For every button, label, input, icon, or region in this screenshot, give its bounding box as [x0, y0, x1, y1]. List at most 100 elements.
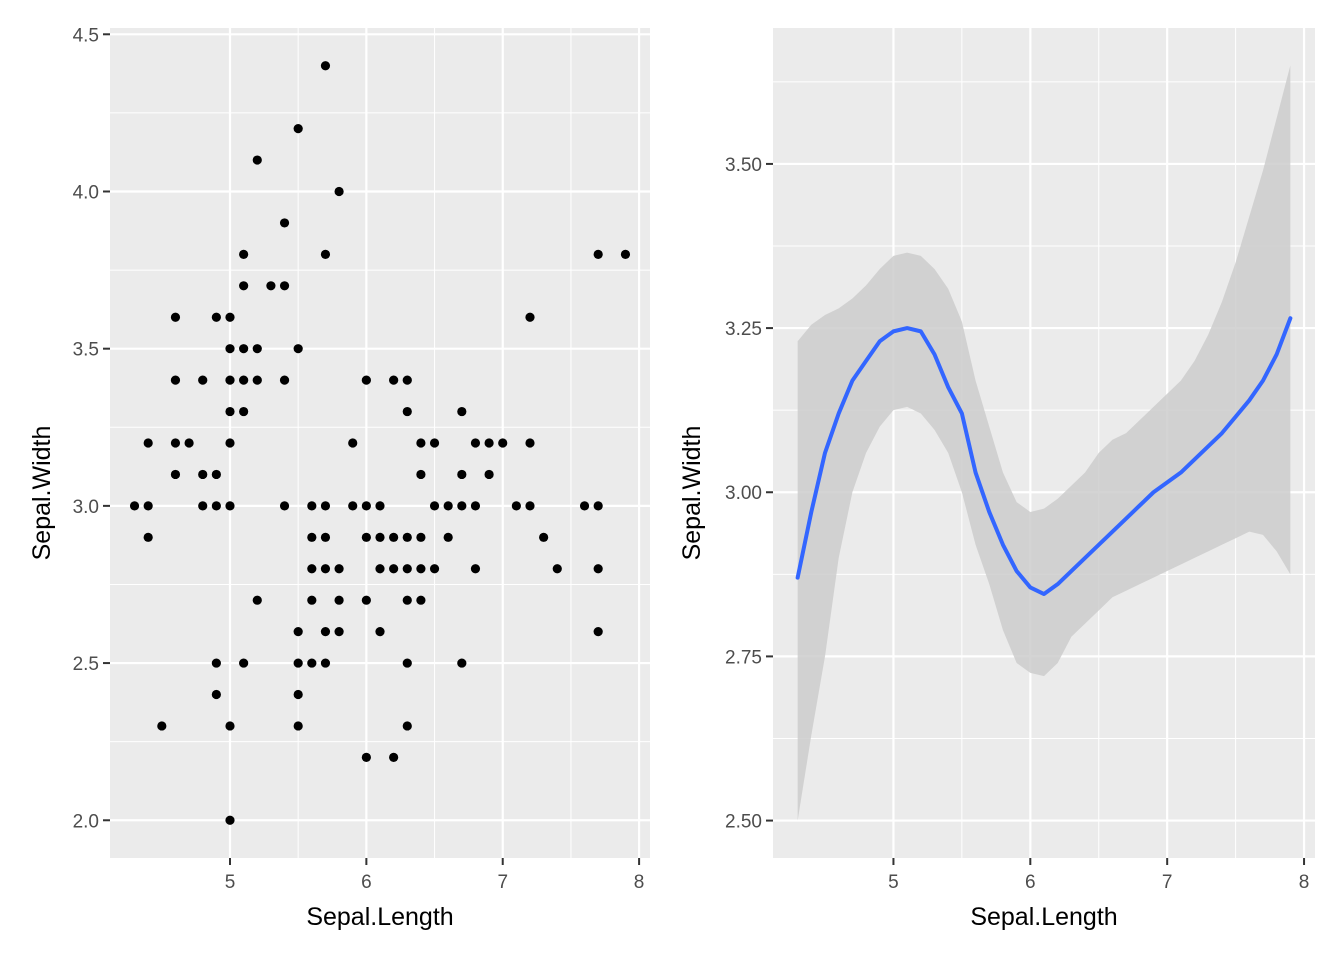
data-point	[252, 155, 262, 165]
data-point	[211, 469, 221, 480]
data-point	[348, 501, 358, 511]
data-point	[416, 595, 426, 605]
data-point	[211, 501, 221, 511]
y-tick-label: 3.0	[73, 497, 99, 518]
data-point	[429, 438, 440, 448]
y-tick-label: 2.0	[73, 811, 99, 832]
data-point	[293, 344, 303, 354]
data-point	[484, 469, 494, 480]
data-point	[416, 438, 426, 448]
data-point	[143, 501, 153, 511]
data-point	[157, 721, 167, 731]
data-point	[198, 375, 208, 385]
y-axis-title: Sepal.Width	[28, 426, 56, 561]
data-point	[320, 61, 331, 71]
scatter-panel: 5 6 7 8 2.0 2.5 3.0 3.5 4.0 4.5 Sepal.Length Sepal.…	[28, 25, 650, 931]
data-point	[225, 406, 235, 417]
data-point	[170, 312, 181, 322]
data-point	[552, 564, 562, 574]
data-point	[375, 564, 385, 574]
data-point	[484, 438, 494, 448]
data-point	[334, 564, 344, 574]
data-point	[198, 501, 208, 511]
data-point	[525, 438, 535, 448]
data-point	[389, 375, 399, 385]
data-point	[375, 501, 385, 511]
y-tick-label: 2.5	[73, 654, 99, 675]
data-point	[307, 595, 317, 605]
data-point	[334, 595, 344, 605]
data-point	[320, 532, 331, 542]
data-point	[184, 438, 194, 448]
data-point	[293, 658, 303, 668]
data-point	[225, 312, 235, 322]
data-point	[170, 375, 181, 385]
data-point	[402, 564, 412, 574]
data-point	[361, 501, 371, 511]
data-point	[620, 249, 631, 259]
data-point	[375, 627, 385, 637]
data-point	[579, 501, 590, 511]
data-point	[293, 721, 303, 731]
data-point	[416, 469, 426, 480]
data-point	[239, 281, 249, 291]
data-point	[225, 344, 235, 354]
data-point	[429, 501, 440, 511]
data-point	[293, 627, 303, 637]
data-point	[525, 312, 535, 322]
data-point	[320, 627, 331, 637]
data-point	[443, 501, 453, 511]
x-axis-title: Sepal.Length	[306, 903, 453, 931]
x-axis-title: Sepal.Length	[970, 903, 1117, 931]
data-point	[279, 501, 290, 511]
data-point	[293, 124, 303, 134]
data-point	[593, 249, 603, 259]
x-tick-label: 5	[888, 872, 899, 893]
y-tick-label: 2.75	[725, 647, 762, 668]
data-point	[429, 564, 440, 574]
data-point	[593, 564, 603, 574]
data-point	[470, 438, 481, 448]
smooth-panel: 5 6 7 8 2.50 2.75 3.00 3.25 3.50 Sepal.Length Sepa…	[678, 28, 1315, 931]
y-tick-label: 3.5	[73, 340, 99, 361]
data-point	[402, 375, 412, 385]
data-point	[307, 564, 317, 574]
smooth-line	[795, 316, 1293, 597]
data-point	[361, 752, 371, 762]
data-point	[593, 501, 603, 511]
x-tick-label: 5	[225, 872, 236, 893]
data-point	[334, 186, 344, 197]
data-point	[457, 469, 467, 480]
y-tick-label: 3.25	[725, 319, 762, 340]
data-point	[416, 532, 426, 542]
data-point	[143, 532, 153, 542]
data-point	[539, 532, 549, 542]
data-point	[225, 815, 235, 825]
data-point	[498, 438, 508, 448]
data-point	[293, 689, 303, 700]
data-point	[170, 438, 181, 448]
data-point	[375, 532, 385, 542]
data-point	[402, 532, 412, 542]
y-tick-label: 3.00	[725, 483, 762, 504]
data-point	[402, 658, 412, 668]
data-point	[443, 532, 453, 542]
data-point	[225, 721, 235, 731]
data-point	[416, 564, 426, 574]
data-point	[525, 501, 535, 511]
data-point	[211, 312, 221, 322]
data-point	[279, 218, 290, 228]
x-tick-label: 6	[1025, 872, 1036, 893]
data-point	[129, 501, 140, 511]
x-tick-label: 7	[497, 872, 508, 893]
data-point	[402, 406, 412, 417]
data-point	[470, 564, 481, 574]
data-point	[225, 501, 235, 511]
data-point	[334, 627, 344, 637]
data-point	[239, 375, 249, 385]
data-point	[593, 627, 603, 637]
x-tick-label: 7	[1162, 872, 1173, 893]
data-point	[225, 375, 235, 385]
panel-background	[110, 28, 650, 858]
